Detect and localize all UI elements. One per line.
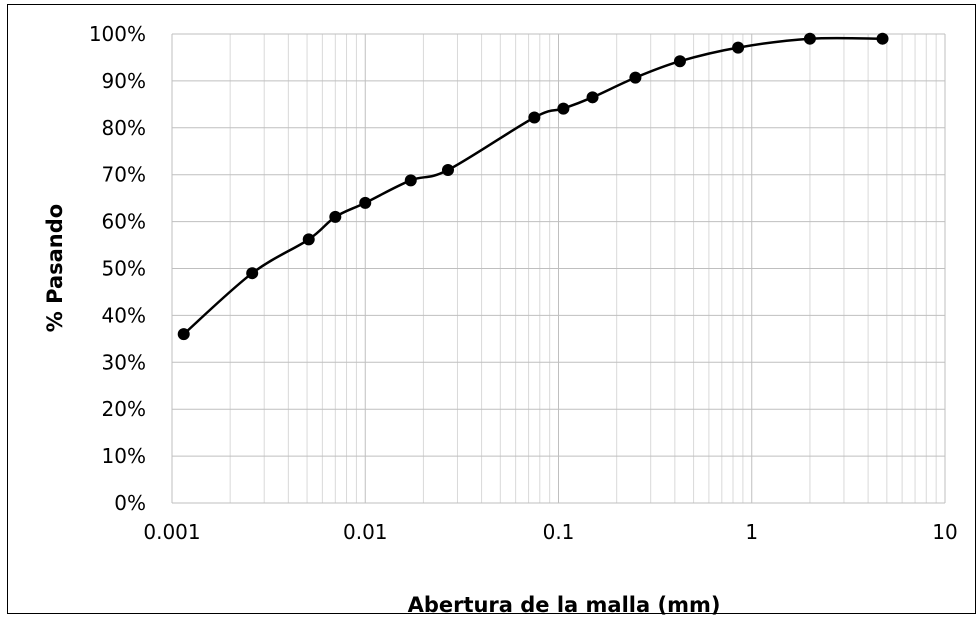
y-tick-label: 80% xyxy=(102,116,146,140)
data-point xyxy=(803,32,816,45)
y-tick-label: 60% xyxy=(102,210,146,234)
data-point xyxy=(629,71,642,84)
x-tick-label: 0.1 xyxy=(543,520,575,544)
data-point xyxy=(329,210,342,223)
x-axis-title: Abertura de la malla (mm) xyxy=(408,593,721,617)
data-point xyxy=(404,174,417,187)
y-tick-label: 20% xyxy=(102,397,146,421)
y-tick-label: 70% xyxy=(102,163,146,187)
data-point xyxy=(441,164,454,177)
data-point xyxy=(586,91,599,104)
data-point xyxy=(359,196,372,209)
data-point xyxy=(528,111,541,124)
y-tick-label: 0% xyxy=(114,491,146,515)
x-tick-label: 0.001 xyxy=(143,520,200,544)
y-tick-label: 30% xyxy=(102,350,146,374)
data-point xyxy=(557,102,570,115)
y-tick-label: 90% xyxy=(102,69,146,93)
series-layer xyxy=(177,32,889,341)
x-tick-label: 10 xyxy=(932,520,957,544)
y-axis-title: % Pasando xyxy=(43,204,67,332)
major-gridlines xyxy=(171,33,946,504)
y-tick-labels: 0% 10% 20% 30% 40% 50% 60% 70% 80% 90% 100% xyxy=(89,22,146,515)
y-tick-label: 50% xyxy=(102,257,146,281)
y-tick-label: 40% xyxy=(102,303,146,327)
x-tick-labels: 0.001 0.01 0.1 1 10 xyxy=(143,520,957,544)
data-point xyxy=(177,328,190,341)
data-point xyxy=(876,32,889,45)
data-point xyxy=(246,267,259,280)
y-tick-label: 10% xyxy=(102,444,146,468)
data-point xyxy=(732,41,745,54)
chart-frame xyxy=(7,4,976,614)
y-tick-label: 100% xyxy=(89,22,146,46)
x-tick-label: 0.01 xyxy=(343,520,388,544)
x-tick-label: 1 xyxy=(745,520,758,544)
data-point xyxy=(302,233,315,246)
data-point xyxy=(673,55,686,68)
